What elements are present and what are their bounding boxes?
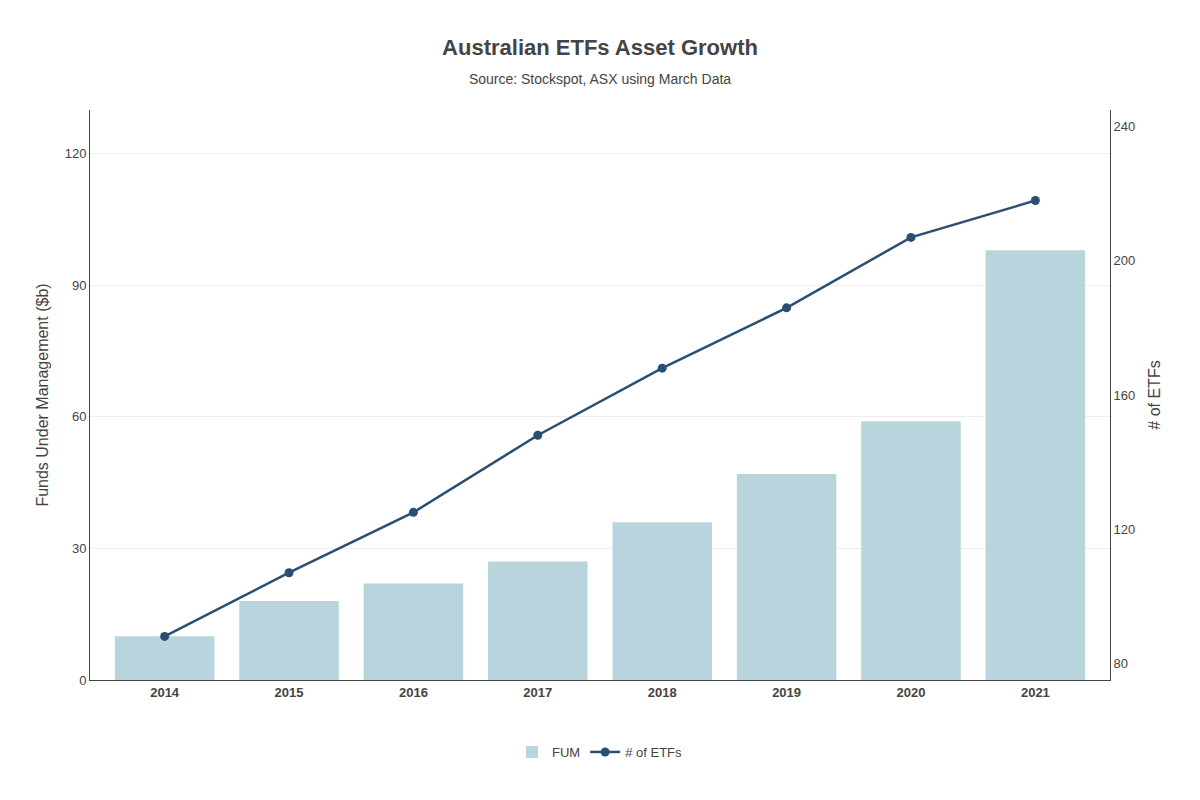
svg-text:160: 160 [1114,388,1136,403]
svg-text:30: 30 [72,541,86,556]
svg-text:2019: 2019 [772,685,801,700]
svg-text:2014: 2014 [150,685,180,700]
svg-text:2016: 2016 [399,685,428,700]
svg-text:2021: 2021 [1021,685,1050,700]
svg-text:2015: 2015 [275,685,304,700]
svg-text:90: 90 [72,278,86,293]
svg-text:120: 120 [1114,522,1136,537]
svg-text:2017: 2017 [523,685,552,700]
svg-text:2020: 2020 [897,685,926,700]
svg-text:240: 240 [1114,119,1136,134]
svg-text:80: 80 [1114,656,1128,671]
svg-text:FUM: FUM [552,745,580,760]
svg-text:# of ETFs: # of ETFs [625,745,682,760]
svg-text:60: 60 [72,409,86,424]
svg-text:120: 120 [65,146,87,161]
svg-text:200: 200 [1114,253,1136,268]
svg-text:2018: 2018 [648,685,677,700]
svg-text:0: 0 [79,673,86,688]
svg-text:Australian ETFs Asset GrowthSo: Australian ETFs Asset GrowthSource: Stoc… [442,35,758,87]
svg-text:Funds Under Management ($b): Funds Under Management ($b) [34,283,51,506]
svg-text:# of ETFs: # of ETFs [1146,360,1163,429]
